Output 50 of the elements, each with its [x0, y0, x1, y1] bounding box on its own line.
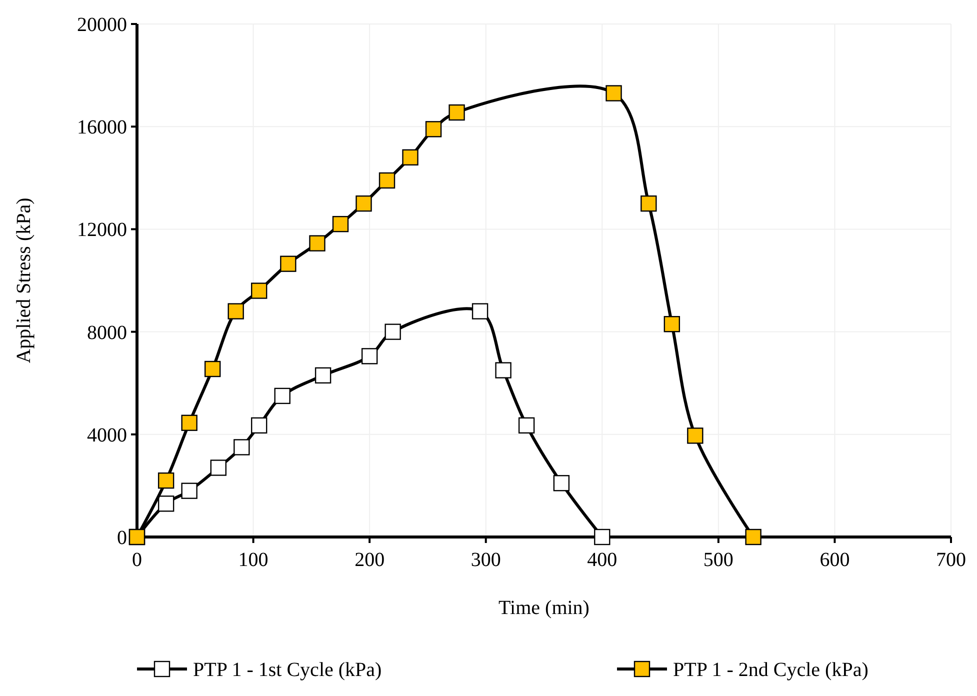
point	[210, 460, 226, 476]
y-axis-title: Applied Stress (kPa)	[13, 198, 35, 364]
y-tick-label: 12000	[77, 219, 127, 242]
point	[280, 256, 296, 272]
point	[402, 149, 418, 166]
y-tick-label: 4000	[87, 424, 127, 446]
point	[606, 85, 622, 102]
point	[472, 303, 488, 320]
point	[553, 475, 570, 492]
point	[234, 439, 250, 456]
point	[158, 472, 174, 489]
y-tick-label: 0	[117, 527, 127, 549]
x-tick-label: 600	[820, 549, 850, 571]
point	[378, 172, 396, 189]
legend-label: PTP 1 - 2nd Cycle (kPa)	[673, 659, 868, 681]
x-tick-label: 100	[238, 549, 268, 571]
point	[664, 316, 680, 332]
point	[495, 362, 512, 378]
x-tick-label: 300	[470, 549, 501, 571]
point	[181, 482, 198, 499]
y-tick-label: 16000	[77, 116, 127, 139]
point	[158, 496, 174, 512]
x-tick-label: 0	[132, 549, 142, 571]
point	[361, 348, 378, 364]
point	[356, 195, 372, 212]
x-tick-label: 700	[936, 549, 966, 571]
x-tick-label: 200	[354, 549, 385, 571]
y-tick-label: 8000	[87, 322, 127, 344]
point	[251, 417, 268, 434]
point	[640, 195, 657, 212]
legend-label: PTP 1 - 1st Cycle (kPa)	[193, 659, 382, 681]
point	[332, 216, 349, 232]
point	[594, 528, 610, 546]
point	[384, 324, 401, 340]
x-tick-label: 500	[703, 549, 734, 571]
point	[745, 528, 762, 546]
point	[181, 414, 198, 431]
point	[687, 428, 704, 444]
point	[204, 360, 221, 378]
point	[518, 417, 535, 434]
point	[425, 121, 442, 138]
point	[314, 367, 332, 384]
x-tick-label: 400	[587, 549, 618, 571]
point	[309, 235, 326, 252]
x-axis-title: Time (min)	[498, 597, 590, 619]
point	[228, 303, 244, 320]
point	[448, 104, 465, 121]
y-tick-label: 20000	[77, 14, 127, 36]
point	[274, 388, 290, 404]
point	[251, 282, 268, 299]
